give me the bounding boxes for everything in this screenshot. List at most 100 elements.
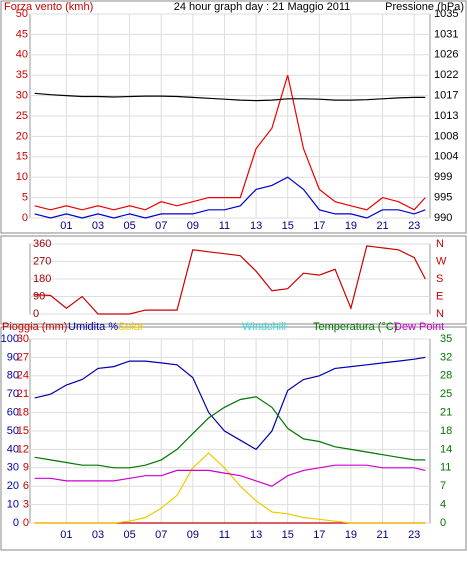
x-tick-label: 19 — [345, 220, 357, 232]
y-tick-label: 10 — [7, 499, 19, 511]
x-tick-label: 09 — [187, 220, 199, 232]
series-line — [34, 356, 426, 451]
y-tick-label: 5 — [22, 192, 28, 204]
y3-tick-label: 9 — [23, 462, 29, 474]
y2-tick-label: W — [436, 255, 447, 267]
x-tick-label: 17 — [313, 220, 325, 232]
x-tick-label: 09 — [187, 529, 199, 541]
y3-tick-label: 0 — [23, 517, 29, 529]
y2-axis-title: Pressione (hPa) — [385, 1, 464, 13]
y-tick-label: 30 — [16, 90, 28, 102]
y3-tick-label: 12 — [17, 443, 29, 455]
x-tick-label: 05 — [123, 529, 135, 541]
y2-tick-label: 1013 — [434, 110, 458, 122]
y-tick-label: 50 — [7, 425, 19, 437]
legend-label: Windchill — [242, 321, 286, 333]
y2-tick-label: 990 — [434, 212, 452, 224]
y2-tick-label: 0 — [440, 517, 446, 529]
y2-tick-label: 1035 — [434, 8, 458, 20]
y-tick-label: 0 — [13, 517, 19, 529]
y2-tick-label: 4 — [440, 499, 446, 511]
panel-frame — [0, 0, 467, 234]
y2-tick-label: 18 — [440, 425, 452, 437]
y2-tick-label: 1004 — [434, 151, 458, 163]
series-line — [34, 396, 426, 469]
y3-tick-label: 18 — [17, 407, 29, 419]
y3-tick-label: 24 — [17, 370, 29, 382]
y-tick-label: 360 — [33, 238, 51, 250]
y-tick-label: 20 — [16, 130, 28, 142]
y2-tick-label: 1031 — [434, 28, 458, 40]
y2-tick-label: 28 — [440, 370, 452, 382]
y2-tick-label: 1022 — [434, 69, 458, 81]
y3-tick-label: 6 — [23, 480, 29, 492]
series-line — [34, 75, 426, 211]
x-tick-label: 23 — [408, 220, 420, 232]
y3-tick-label: 3 — [23, 499, 29, 511]
series-line — [34, 245, 426, 315]
panel-frame — [0, 235, 467, 325]
x-tick-label: 15 — [282, 220, 294, 232]
y-tick-label: 10 — [16, 171, 28, 183]
y-tick-label: 45 — [16, 28, 28, 40]
y-tick-label: 90 — [7, 351, 19, 363]
legend-label: Solar — [118, 321, 144, 333]
y-tick-label: 100 — [1, 333, 19, 345]
series-line — [34, 464, 426, 487]
y-tick-label: 80 — [7, 370, 19, 382]
series-line — [34, 92, 426, 102]
y-tick-label: 50 — [16, 8, 28, 20]
y2-tick-label: E — [436, 290, 443, 302]
y-tick-label: 40 — [16, 49, 28, 61]
x-tick-label: 03 — [92, 529, 104, 541]
y2-tick-label: 1017 — [434, 90, 458, 102]
x-tick-label: 21 — [376, 529, 388, 541]
y2-tick-label: N — [436, 238, 444, 250]
x-tick-label: 07 — [155, 220, 167, 232]
y-tick-label: 30 — [7, 462, 19, 474]
y-tick-label: 35 — [16, 69, 28, 81]
x-tick-label: 23 — [408, 529, 420, 541]
x-tick-label: 01 — [60, 529, 72, 541]
y2-tick-label: 1008 — [434, 130, 458, 142]
y-tick-label: 25 — [16, 110, 28, 122]
y2-tick-label: 14 — [440, 443, 452, 455]
legend-label: Dew Point — [394, 321, 444, 333]
y3-tick-label: 21 — [17, 388, 29, 400]
y3-tick-label: 15 — [17, 425, 29, 437]
x-tick-label: 13 — [250, 220, 262, 232]
series-line — [34, 176, 426, 219]
y2-tick-label: 32 — [440, 351, 452, 363]
y-tick-label: 270 — [33, 255, 51, 267]
panel-frame — [0, 326, 467, 551]
y-tick-label: 0 — [22, 212, 28, 224]
y2-tick-label: 25 — [440, 388, 452, 400]
legend-label: Umidita % — [68, 321, 118, 333]
y2-tick-label: N — [436, 308, 444, 320]
x-tick-label: 13 — [250, 529, 262, 541]
y2-tick-label: 11 — [440, 462, 451, 474]
x-tick-label: 11 — [219, 529, 230, 541]
y2-tick-label: 1026 — [434, 49, 458, 61]
x-tick-label: 19 — [345, 529, 357, 541]
y2-tick-label: S — [436, 273, 443, 285]
y-tick-label: 70 — [7, 388, 19, 400]
y-tick-label: 40 — [7, 443, 19, 455]
y2-tick-label: 999 — [434, 171, 452, 183]
x-tick-label: 15 — [282, 529, 294, 541]
series-line — [34, 452, 426, 524]
x-tick-label: 17 — [313, 529, 325, 541]
y-tick-label: 180 — [33, 273, 51, 285]
x-tick-label: 21 — [376, 220, 388, 232]
y-tick-label: 15 — [16, 151, 28, 163]
legend-label: Pioggia (mm) — [2, 321, 67, 333]
y2-tick-label: 995 — [434, 192, 452, 204]
y-axis-title: Forza vento (kmh) — [4, 1, 93, 13]
y-tick-label: 60 — [7, 407, 19, 419]
y3-tick-label: 30 — [17, 333, 29, 345]
y-tick-label: 20 — [7, 480, 19, 492]
legend-label: Temperatura (°C) — [313, 321, 397, 333]
x-tick-label: 11 — [219, 220, 230, 232]
